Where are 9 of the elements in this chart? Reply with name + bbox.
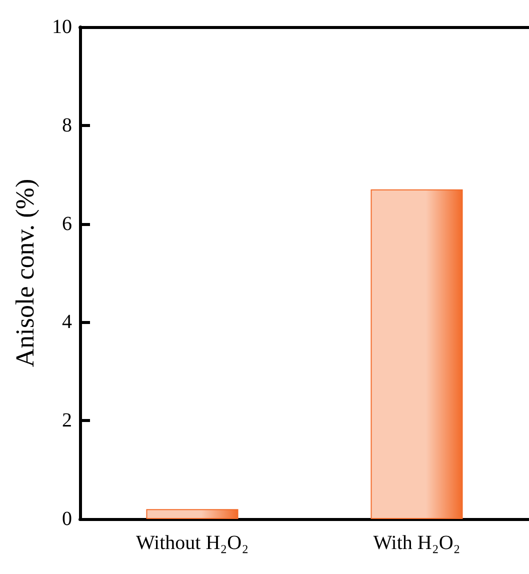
- y-tick-label: 6: [62, 212, 72, 235]
- y-axis-title: Anisole conv. (%): [10, 178, 40, 368]
- x-tick-label: With H₂O₂: [373, 532, 460, 554]
- x-tick-label: Without H₂O₂: [136, 532, 249, 554]
- y-tick-label: 8: [62, 114, 72, 136]
- y-tick-label: 10: [52, 16, 72, 38]
- y-tick-label: 4: [62, 311, 72, 334]
- y-tick-label: 0: [62, 508, 72, 530]
- y-tick-label: 2: [62, 410, 72, 432]
